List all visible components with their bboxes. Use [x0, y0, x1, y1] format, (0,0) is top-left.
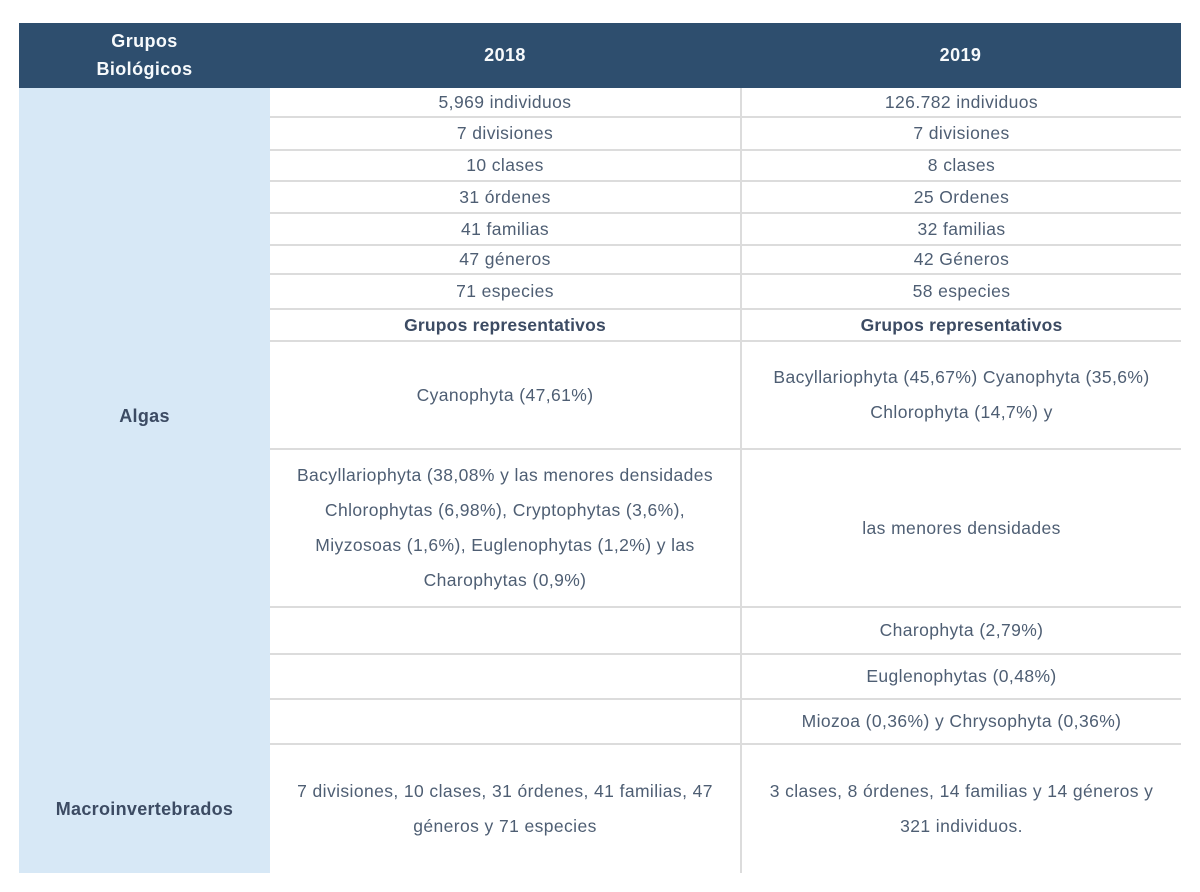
biological-groups-table: Grupos Biológicos 2018 2019 Algas Macroi…: [19, 23, 1181, 873]
table-header-row: Grupos Biológicos 2018 2019: [19, 23, 1181, 88]
header-2018: 2018: [484, 44, 526, 65]
table-row: Charophyta (2,79%): [270, 608, 1181, 655]
table-row-grupos-representativos: Grupos representativos Grupos representa…: [270, 310, 1181, 342]
cell-2018-empty: [270, 655, 740, 700]
cell-2018-grupos-representativos: Grupos representativos: [270, 310, 740, 342]
cell-2019-menores-densidades: las menores densidades: [740, 450, 1181, 608]
cell-2019-divisiones: 7 divisiones: [740, 118, 1181, 151]
table-row: Cyanophyta (47,61%) Bacyllariophyta (45,…: [270, 342, 1181, 450]
table-row: 10 clases 8 clases: [270, 151, 1181, 182]
cell-2018-empty: [270, 608, 740, 655]
cell-2019-macroinvertebrados: 3 clases, 8 órdenes, 14 familias y 14 gé…: [740, 745, 1181, 873]
cell-2018-clases: 10 clases: [270, 151, 740, 182]
cell-2018-generos: 47 géneros: [270, 246, 740, 275]
cell-2019-charophyta: Charophyta (2,79%): [740, 608, 1181, 655]
table-row: 47 géneros 42 Géneros: [270, 246, 1181, 275]
group-column: Algas Macroinvertebrados: [19, 88, 270, 873]
data-columns: 5,969 individuos 126.782 individuos 7 di…: [270, 88, 1181, 873]
cell-2018-cyanophyta: Cyanophyta (47,61%): [270, 342, 740, 450]
header-2019: 2019: [939, 44, 982, 65]
cell-2018-divisiones: 7 divisiones: [270, 118, 740, 151]
header-grupos-line1: Grupos: [111, 30, 178, 51]
table-row: 5,969 individuos 126.782 individuos: [270, 88, 1181, 118]
table-row: 41 familias 32 familias: [270, 214, 1181, 246]
table-row: Bacyllariophyta (38,08% y las menores de…: [270, 450, 1181, 608]
cell-2019-grupos-representativos: Grupos representativos: [740, 310, 1181, 342]
cell-2018-familias: 41 familias: [270, 214, 740, 246]
cell-2018-ordenes: 31 órdenes: [270, 182, 740, 214]
table-row: 31 órdenes 25 Ordenes: [270, 182, 1181, 214]
header-grupos-biologicos: Grupos Biológicos: [19, 23, 270, 88]
cell-2018-especies: 71 especies: [270, 275, 740, 310]
table-body: Algas Macroinvertebrados 5,969 individuo…: [19, 88, 1181, 873]
cell-2018-empty: [270, 700, 740, 745]
table-row: Miozoa (0,36%) y Chrysophyta (0,36%): [270, 700, 1181, 745]
cell-2018-individuos: 5,969 individuos: [270, 88, 740, 118]
cell-2019-ordenes: 25 Ordenes: [740, 182, 1181, 214]
table-row: 7 divisiones 7 divisiones: [270, 118, 1181, 151]
cell-2018-menores-densidades: Bacyllariophyta (38,08% y las menores de…: [270, 450, 740, 608]
cell-2019-grupos-principales: Bacyllariophyta (45,67%) Cyanophyta (35,…: [740, 342, 1181, 450]
table-row: Euglenophytas (0,48%): [270, 655, 1181, 700]
table-row-macroinvertebrados: 7 divisiones, 10 clases, 31 órdenes, 41 …: [270, 745, 1181, 873]
table-row: 71 especies 58 especies: [270, 275, 1181, 310]
header-grupos-line2: Biológicos: [96, 58, 193, 79]
cell-2018-macroinvertebrados: 7 divisiones, 10 clases, 31 órdenes, 41 …: [270, 745, 740, 873]
cell-2019-especies: 58 especies: [740, 275, 1181, 310]
cell-2019-clases: 8 clases: [740, 151, 1181, 182]
group-label-algas: Algas: [119, 406, 170, 426]
cell-2019-miozoa: Miozoa (0,36%) y Chrysophyta (0,36%): [740, 700, 1181, 745]
cell-2019-individuos: 126.782 individuos: [740, 88, 1181, 118]
cell-2019-familias: 32 familias: [740, 214, 1181, 246]
cell-2019-euglenophytas: Euglenophytas (0,48%): [740, 655, 1181, 700]
cell-2019-generos: 42 Géneros: [740, 246, 1181, 275]
group-label-macroinvertebrados: Macroinvertebrados: [55, 798, 234, 819]
